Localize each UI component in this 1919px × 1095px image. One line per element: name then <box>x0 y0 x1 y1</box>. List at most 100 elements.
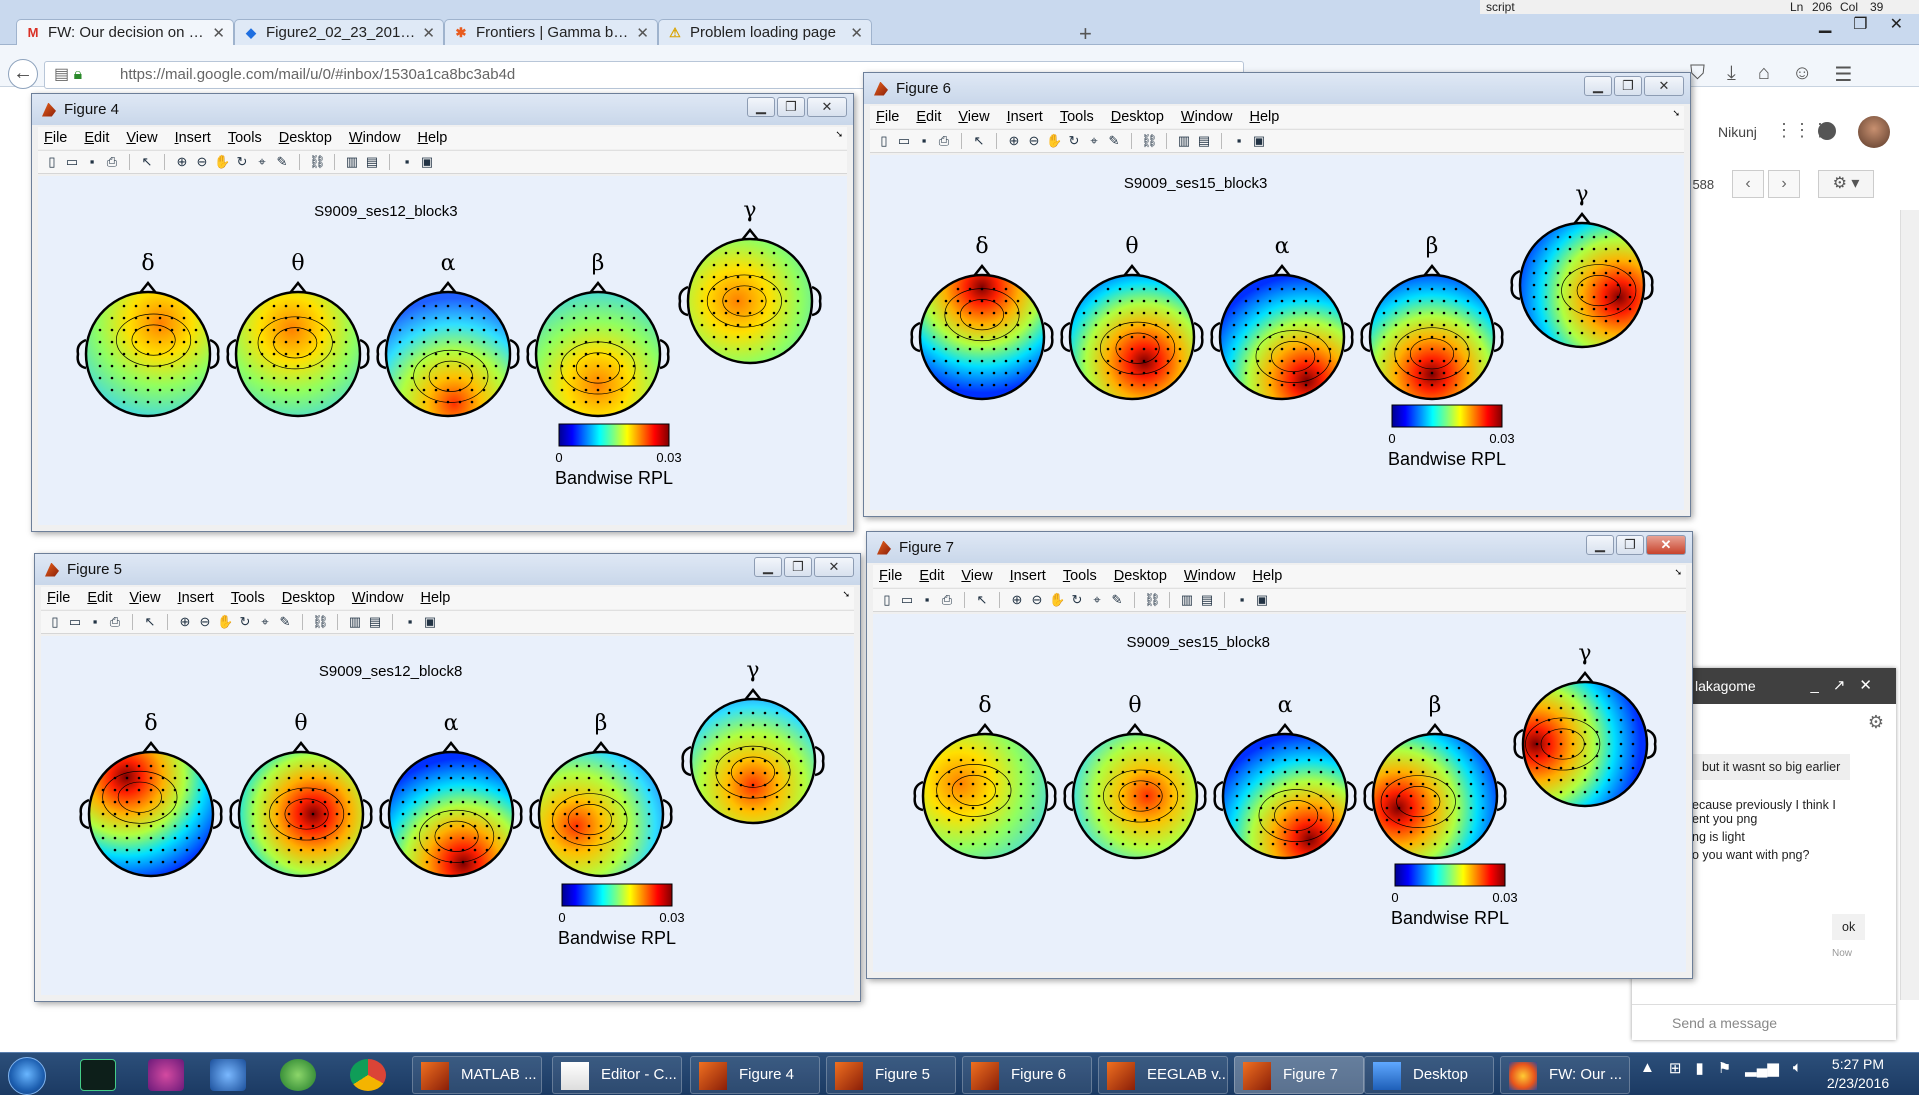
menu-file[interactable]: File <box>44 130 68 146</box>
datacursor-icon[interactable]: ⌖ <box>1093 592 1101 607</box>
menu-tools[interactable]: Tools <box>1059 109 1094 125</box>
zoom-out-icon[interactable]: ⊖ <box>1031 592 1043 607</box>
taskbar-button[interactable]: Figure 7 <box>1234 1056 1364 1094</box>
browser-tab-problem[interactable]: ⚠ Problem loading page ✕ <box>658 19 872 45</box>
figure-title-bar[interactable]: Figure 7 <box>867 532 1692 563</box>
minimize-icon[interactable]: ▁ <box>1584 76 1612 96</box>
rotate-icon[interactable]: ↻ <box>236 154 248 169</box>
colorbar-icon[interactable]: ▥ <box>1177 133 1191 148</box>
legend-icon[interactable]: ▤ <box>1200 592 1214 607</box>
browser-tab-frontiers[interactable]: ✱ Frontiers | Gamma band ac... ✕ <box>444 19 658 45</box>
open-icon[interactable]: ▭ <box>897 133 911 148</box>
maximize-icon[interactable]: ❐ <box>1616 535 1644 555</box>
menu-insert[interactable]: Insert <box>174 130 211 146</box>
taskbar-button[interactable]: Figure 6 <box>962 1056 1092 1094</box>
colorbar-icon[interactable]: ▥ <box>348 614 362 629</box>
zoom-out-icon[interactable]: ⊖ <box>199 614 211 629</box>
gear-icon[interactable]: ⚙ <box>1867 712 1884 732</box>
zoom-in-icon[interactable]: ⊕ <box>179 614 191 629</box>
brush-icon[interactable]: ✎ <box>1108 133 1120 148</box>
datacursor-icon[interactable]: ⌖ <box>258 154 266 169</box>
close-icon[interactable]: ✕ <box>1644 76 1684 96</box>
pointer-icon[interactable]: ↖ <box>141 154 153 169</box>
minimize-icon[interactable]: ▁ <box>1818 16 1832 33</box>
show-icon[interactable]: ▣ <box>1252 133 1266 148</box>
print-icon[interactable]: ⎙ <box>106 154 118 169</box>
pocket-icon[interactable]: ⛉ <box>1690 62 1705 84</box>
menu-dock-arrow-icon[interactable]: ➘ <box>842 589 850 599</box>
show-icon[interactable]: ▣ <box>1255 592 1269 607</box>
legend-icon[interactable]: ▤ <box>368 614 382 629</box>
menu-view[interactable]: View <box>958 109 990 125</box>
newer-page-button[interactable]: › <box>1768 170 1800 198</box>
apps-grid-icon[interactable]: ⋮⋮⋮ <box>1775 120 1829 140</box>
new-file-icon[interactable]: ▯ <box>51 614 59 629</box>
taskbar-button[interactable]: Editor - C... <box>552 1056 682 1094</box>
menu-window[interactable]: Window <box>1180 109 1233 125</box>
pointer-icon[interactable]: ↖ <box>973 133 985 148</box>
back-button[interactable]: ← <box>8 59 38 89</box>
menu-insert[interactable]: Insert <box>1006 109 1043 125</box>
rotate-icon[interactable]: ↻ <box>239 614 251 629</box>
taskbar-button[interactable]: FW: Our ... <box>1500 1056 1630 1094</box>
close-icon[interactable]: ✕ <box>814 557 854 577</box>
close-icon[interactable]: ✕ <box>1889 16 1903 33</box>
link-icon[interactable]: ⛓ <box>312 614 329 629</box>
maximize-icon[interactable]: ❐ <box>777 97 805 117</box>
legend-icon[interactable]: ▤ <box>365 154 379 169</box>
menu-edit[interactable]: Edit <box>916 109 942 125</box>
link-icon[interactable]: ⛓ <box>1141 133 1158 148</box>
minimize-icon[interactable]: ▁ <box>747 97 775 117</box>
save-icon[interactable]: ▪ <box>924 592 930 607</box>
open-icon[interactable]: ▭ <box>68 614 82 629</box>
pan-icon[interactable]: ✋ <box>217 614 234 629</box>
page-scrollbar[interactable] <box>1900 210 1919 1000</box>
new-file-icon[interactable]: ▯ <box>880 133 888 148</box>
start-button[interactable] <box>8 1057 46 1095</box>
menu-edit[interactable]: Edit <box>919 568 945 584</box>
close-icon[interactable]: ✕ <box>807 97 847 117</box>
close-tab-icon[interactable]: ✕ <box>850 24 863 42</box>
maximize-icon[interactable]: ❐ <box>784 557 812 577</box>
menu-window[interactable]: Window <box>351 590 404 606</box>
avatar[interactable] <box>1858 116 1890 148</box>
maximize-icon[interactable]: ❐ <box>1853 16 1868 33</box>
save-icon[interactable]: ▪ <box>921 133 927 148</box>
hide-icon[interactable]: ▪ <box>404 154 410 169</box>
menu-tools[interactable]: Tools <box>227 130 262 146</box>
taskbar-button[interactable]: Desktop <box>1364 1056 1494 1094</box>
notifications-icon[interactable] <box>1818 122 1836 140</box>
check-icon[interactable] <box>280 1059 316 1091</box>
flag-icon[interactable]: ⚑ <box>1717 1060 1732 1077</box>
pointer-icon[interactable]: ↖ <box>976 592 988 607</box>
link-icon[interactable]: ⛓ <box>309 154 326 169</box>
menu-window[interactable]: Window <box>1183 568 1236 584</box>
brush-icon[interactable]: ✎ <box>276 154 288 169</box>
signal-icon[interactable]: ▂▄▆ <box>1745 1060 1779 1077</box>
user-name[interactable]: Nikunj <box>1718 124 1757 140</box>
taskbar-button[interactable]: EEGLAB v... <box>1098 1056 1228 1094</box>
menu-desktop[interactable]: Desktop <box>1110 109 1164 125</box>
menu-help[interactable]: Help <box>1249 109 1280 125</box>
pan-icon[interactable]: ✋ <box>1046 133 1063 148</box>
menu-view[interactable]: View <box>126 130 158 146</box>
settings-button[interactable]: ⚙ ▾ <box>1818 170 1874 198</box>
taskbar-button[interactable]: Figure 4 <box>690 1056 820 1094</box>
brush-icon[interactable]: ✎ <box>1111 592 1123 607</box>
menu-help[interactable]: Help <box>420 590 451 606</box>
app-icon[interactable] <box>148 1059 184 1091</box>
menu-icon[interactable]: ☰ <box>1834 64 1853 86</box>
browser-tab-figure-tif[interactable]: ◆ Figure2_02_23_2016-01.tif ... ✕ <box>234 19 444 45</box>
minimize-icon[interactable]: ▁ <box>1586 535 1614 555</box>
new-file-icon[interactable]: ▯ <box>883 592 891 607</box>
rotate-icon[interactable]: ↻ <box>1071 592 1083 607</box>
browser-tab-gmail[interactable]: M FW: Our decision on your r... ✕ <box>16 19 234 45</box>
zoom-in-icon[interactable]: ⊕ <box>1008 133 1020 148</box>
figure-title-bar[interactable]: Figure 6 <box>864 73 1690 104</box>
rotate-icon[interactable]: ↻ <box>1068 133 1080 148</box>
chat-window-controls[interactable]: _↗✕ <box>1810 677 1886 694</box>
menu-file[interactable]: File <box>47 590 71 606</box>
zoom-out-icon[interactable]: ⊖ <box>196 154 208 169</box>
zoom-out-icon[interactable]: ⊖ <box>1028 133 1040 148</box>
menu-insert[interactable]: Insert <box>1009 568 1046 584</box>
